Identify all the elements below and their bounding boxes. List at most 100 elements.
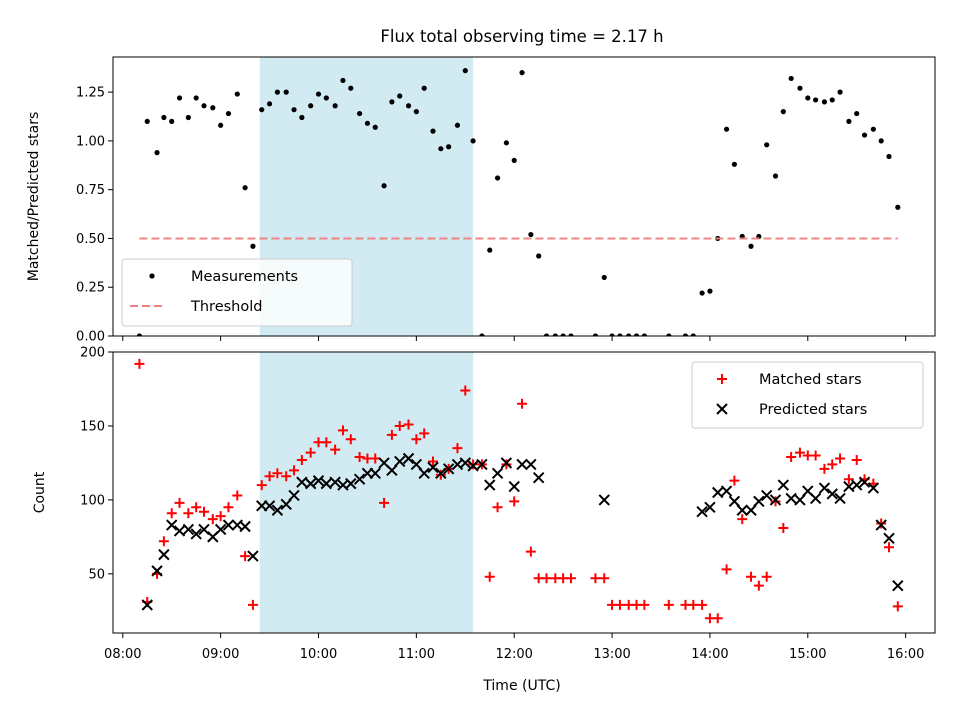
predicted-star-point bbox=[427, 461, 439, 474]
matched-star-point bbox=[712, 613, 723, 624]
measurement-point bbox=[201, 103, 207, 109]
y-tick-label: 100 bbox=[80, 493, 105, 508]
matched-star-point bbox=[541, 573, 552, 584]
predicted-star-point bbox=[369, 467, 381, 479]
measurement-point bbox=[438, 146, 444, 152]
measurement-point bbox=[274, 89, 280, 95]
measurement-point bbox=[161, 114, 167, 121]
measurement-point bbox=[430, 128, 436, 134]
measurement-point bbox=[886, 153, 892, 160]
measurement-point bbox=[788, 75, 794, 82]
x-tick-label: 16:00 bbox=[887, 647, 924, 662]
matched-star-point bbox=[215, 511, 226, 522]
predicted-star-point bbox=[288, 489, 300, 502]
predicted-star-point bbox=[508, 480, 520, 493]
legend-label: Predicted stars bbox=[759, 402, 867, 418]
measurement-point bbox=[266, 101, 273, 107]
matched-star-point bbox=[729, 475, 740, 486]
matched-star-point bbox=[663, 599, 674, 610]
matched-star-point bbox=[501, 459, 512, 470]
measurement-point bbox=[641, 333, 647, 336]
measurement-point bbox=[511, 157, 517, 164]
x-axis-title: Time (UTC) bbox=[482, 678, 560, 694]
matched-star-point bbox=[379, 497, 390, 508]
predicted-star-point bbox=[491, 467, 504, 479]
matched-star-point bbox=[247, 599, 258, 610]
predicted-star-point bbox=[704, 501, 716, 513]
measurement-point bbox=[772, 173, 779, 179]
measurement-point bbox=[861, 132, 868, 138]
measurement-point bbox=[176, 95, 183, 101]
measurement-point bbox=[731, 161, 737, 167]
predicted-star-point bbox=[353, 473, 366, 485]
measurement-point bbox=[348, 85, 354, 91]
measurement-point bbox=[193, 95, 199, 101]
matched-star-point bbox=[337, 425, 348, 436]
ratio-panel: 0.00 0.25 0.50 0.75 1.00 1.25 Matched/Predicte… bbox=[26, 56, 936, 345]
matched-star-point bbox=[761, 571, 772, 582]
predicted-star-point bbox=[826, 488, 838, 500]
matched-star-point bbox=[819, 463, 830, 474]
predicted-star-point bbox=[386, 464, 398, 477]
measurement-point bbox=[234, 91, 240, 97]
measurement-point bbox=[421, 85, 427, 91]
measurement-point bbox=[601, 274, 607, 281]
predicted-star-point bbox=[875, 519, 887, 531]
measurement-point bbox=[479, 333, 485, 336]
predicted-star-point bbox=[296, 476, 308, 488]
matched-star-point bbox=[876, 518, 887, 529]
predicted-star-point bbox=[280, 498, 292, 511]
matched-star-point bbox=[810, 450, 821, 461]
predicted-star-point bbox=[736, 504, 748, 516]
measurement-point bbox=[846, 118, 852, 124]
matched-star-point bbox=[427, 456, 438, 467]
x-tick-label: 13:00 bbox=[593, 647, 630, 662]
legend-marker-dot bbox=[149, 273, 155, 279]
measurement-point bbox=[154, 150, 160, 156]
legend-label: Measurements bbox=[191, 269, 298, 285]
predicted-star-point bbox=[696, 506, 708, 518]
predicted-star-point bbox=[834, 492, 846, 505]
predicted-star-point bbox=[345, 477, 357, 490]
matched-star-point bbox=[435, 469, 446, 480]
measurement-point bbox=[413, 109, 419, 115]
matched-star-point bbox=[199, 506, 210, 517]
matched-star-point bbox=[264, 471, 275, 482]
predicted-star-point bbox=[190, 528, 202, 540]
predicted-star-point bbox=[410, 458, 423, 471]
predicted-star-point bbox=[532, 472, 545, 484]
measurement-point bbox=[446, 144, 452, 150]
legend-label: Threshold bbox=[190, 299, 262, 315]
x-tick-label: 08:00 bbox=[104, 647, 141, 662]
matched-star-point bbox=[223, 502, 234, 513]
matched-star-point bbox=[232, 490, 243, 501]
measurement-point bbox=[185, 114, 191, 121]
measurement-point bbox=[323, 95, 329, 101]
matched-star-point bbox=[403, 419, 414, 430]
measurement-point bbox=[470, 138, 476, 144]
measurement-point bbox=[626, 333, 632, 336]
y-tick-label: 0.25 bbox=[76, 281, 105, 296]
matched-star-point bbox=[411, 434, 422, 445]
matched-star-point bbox=[460, 385, 471, 396]
measurement-point bbox=[690, 333, 696, 336]
measurement-point bbox=[462, 68, 468, 74]
predicted-star-point bbox=[166, 519, 178, 531]
predicted-star-point bbox=[500, 457, 513, 469]
predicted-star-point bbox=[728, 495, 741, 508]
predicted-star-point bbox=[883, 532, 895, 545]
matched-star-point bbox=[289, 465, 300, 476]
matched-star-point bbox=[517, 398, 528, 409]
y-tick-label: 1.25 bbox=[76, 86, 105, 101]
predicted-star-point bbox=[329, 476, 341, 488]
predicted-star-point bbox=[720, 485, 733, 497]
x-tick-label: 14:00 bbox=[691, 647, 728, 662]
matched-star-point bbox=[509, 496, 520, 507]
matched-star-point bbox=[272, 468, 283, 479]
predicted-star-point bbox=[851, 479, 863, 491]
predicted-star-point bbox=[239, 520, 251, 533]
matched-star-point bbox=[191, 502, 202, 513]
matched-star-point bbox=[174, 497, 185, 508]
measurement-point bbox=[364, 120, 371, 126]
measurement-point bbox=[405, 103, 412, 109]
